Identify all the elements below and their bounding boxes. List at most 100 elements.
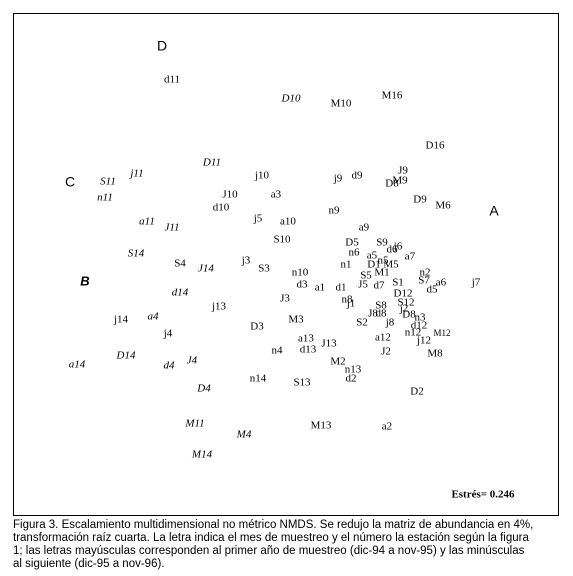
point-label: a5	[367, 250, 378, 262]
caption: Figura 3. Escalamiento multidimensional …	[13, 519, 563, 571]
point-label: d5	[427, 284, 439, 296]
point-label: M6	[435, 200, 451, 212]
point-label: C	[65, 174, 75, 190]
point-label: d13	[300, 344, 317, 356]
point-label: a1	[315, 282, 325, 294]
point-label: D11	[202, 157, 221, 169]
point-label: S12	[397, 297, 414, 309]
point-label: j5	[253, 213, 263, 225]
point-label: D8	[385, 178, 399, 190]
point-label: a12	[375, 332, 391, 344]
point-label: j8	[385, 317, 395, 329]
point-label: d6	[387, 244, 399, 256]
point-label: D4	[196, 383, 211, 395]
point-label: S7	[418, 275, 430, 287]
point-label: n6	[349, 247, 361, 259]
caption-line: Figura 3. Escalamiento multidimensional …	[13, 519, 534, 531]
point-label: d4	[164, 360, 176, 372]
point-label: n3	[415, 312, 427, 324]
point-label: S2	[356, 317, 368, 329]
point-label: a7	[405, 251, 416, 263]
stress-label: Estrés= 0.246	[451, 489, 515, 501]
point-label: S10	[273, 234, 291, 246]
point-label: D8	[402, 309, 416, 321]
point-label: M11	[184, 418, 204, 430]
point-label: d14	[172, 287, 189, 299]
point-label: J9	[398, 165, 408, 177]
point-label: a6	[436, 277, 447, 289]
point-label: n10	[292, 267, 309, 279]
point-label: S11	[100, 176, 116, 188]
point-label: n1	[341, 259, 352, 271]
point-label: j14	[113, 314, 129, 326]
point-label: J8	[368, 308, 378, 320]
point-label: a10	[280, 216, 296, 228]
point-label: M14	[191, 449, 213, 461]
point-label: j2	[399, 303, 409, 315]
point-label: M9	[392, 175, 408, 187]
point-label: D	[157, 38, 167, 54]
point-label: j6	[393, 241, 403, 253]
point-label: M16	[382, 90, 403, 102]
point-label: n9	[329, 205, 341, 217]
point-label: J13	[321, 338, 337, 350]
point-label: j10	[254, 170, 270, 182]
point-label: n5	[378, 255, 390, 267]
point-label: a14	[69, 359, 86, 371]
point-label: M5	[383, 259, 399, 271]
point-label: D16	[426, 140, 445, 152]
point-label: J5	[358, 279, 368, 291]
caption-line: 1; las letras mayúsculas corresponden al…	[13, 545, 525, 557]
point-label: n12	[405, 327, 422, 339]
point-label: a13	[298, 333, 314, 345]
point-label: D5	[345, 237, 359, 249]
point-label: S1	[392, 277, 404, 289]
point-label: D9	[413, 194, 427, 206]
point-label: S8	[375, 300, 387, 312]
point-label: D1	[367, 259, 380, 271]
point-label: n11	[97, 192, 113, 204]
point-label: j1	[346, 298, 356, 310]
point-label: j3	[241, 255, 251, 267]
point-label: D12	[394, 288, 413, 300]
caption-line: transformación raíz cuarta. La letra ind…	[13, 532, 529, 544]
point-label: M10	[331, 98, 352, 110]
point-label: a11	[139, 216, 155, 228]
point-label: J11	[164, 222, 179, 234]
point-label: j12	[416, 335, 431, 347]
point-label: j7	[471, 277, 481, 289]
point-label: n14	[250, 373, 267, 385]
point-label: d12	[411, 320, 428, 332]
point-label: S13	[293, 377, 311, 389]
point-label: S14	[128, 248, 145, 260]
point-label: D2	[410, 386, 423, 398]
point-label: A	[489, 203, 499, 219]
point-label: n4	[272, 345, 284, 357]
point-label: n2	[420, 267, 431, 279]
point-label: a9	[359, 222, 370, 234]
point-label: J14	[198, 263, 214, 275]
point-label: M1	[374, 267, 389, 279]
point-label: d3	[297, 279, 309, 291]
point-label: D14	[116, 350, 136, 362]
point-label: M2	[330, 356, 345, 368]
caption-line: al siguiente (dic-95 a nov-96).	[13, 558, 165, 570]
point-label: J4	[187, 355, 198, 367]
point-label: a2	[382, 421, 392, 433]
plot-frame	[13, 13, 559, 516]
point-label: M12	[433, 328, 450, 338]
point-label: d7	[374, 280, 386, 292]
point-label: S3	[258, 263, 270, 275]
point-label: j11	[128, 168, 143, 180]
point-label: d9	[352, 170, 364, 182]
point-label: B	[80, 273, 89, 288]
point-label: d11	[164, 74, 180, 86]
point-label: S9	[376, 237, 388, 249]
point-label: S5	[360, 270, 372, 282]
point-label: S4	[174, 258, 186, 270]
point-label: J2	[381, 346, 391, 358]
point-label: n8	[342, 294, 354, 306]
point-label: M8	[427, 348, 443, 360]
point-label: a3	[271, 189, 282, 201]
